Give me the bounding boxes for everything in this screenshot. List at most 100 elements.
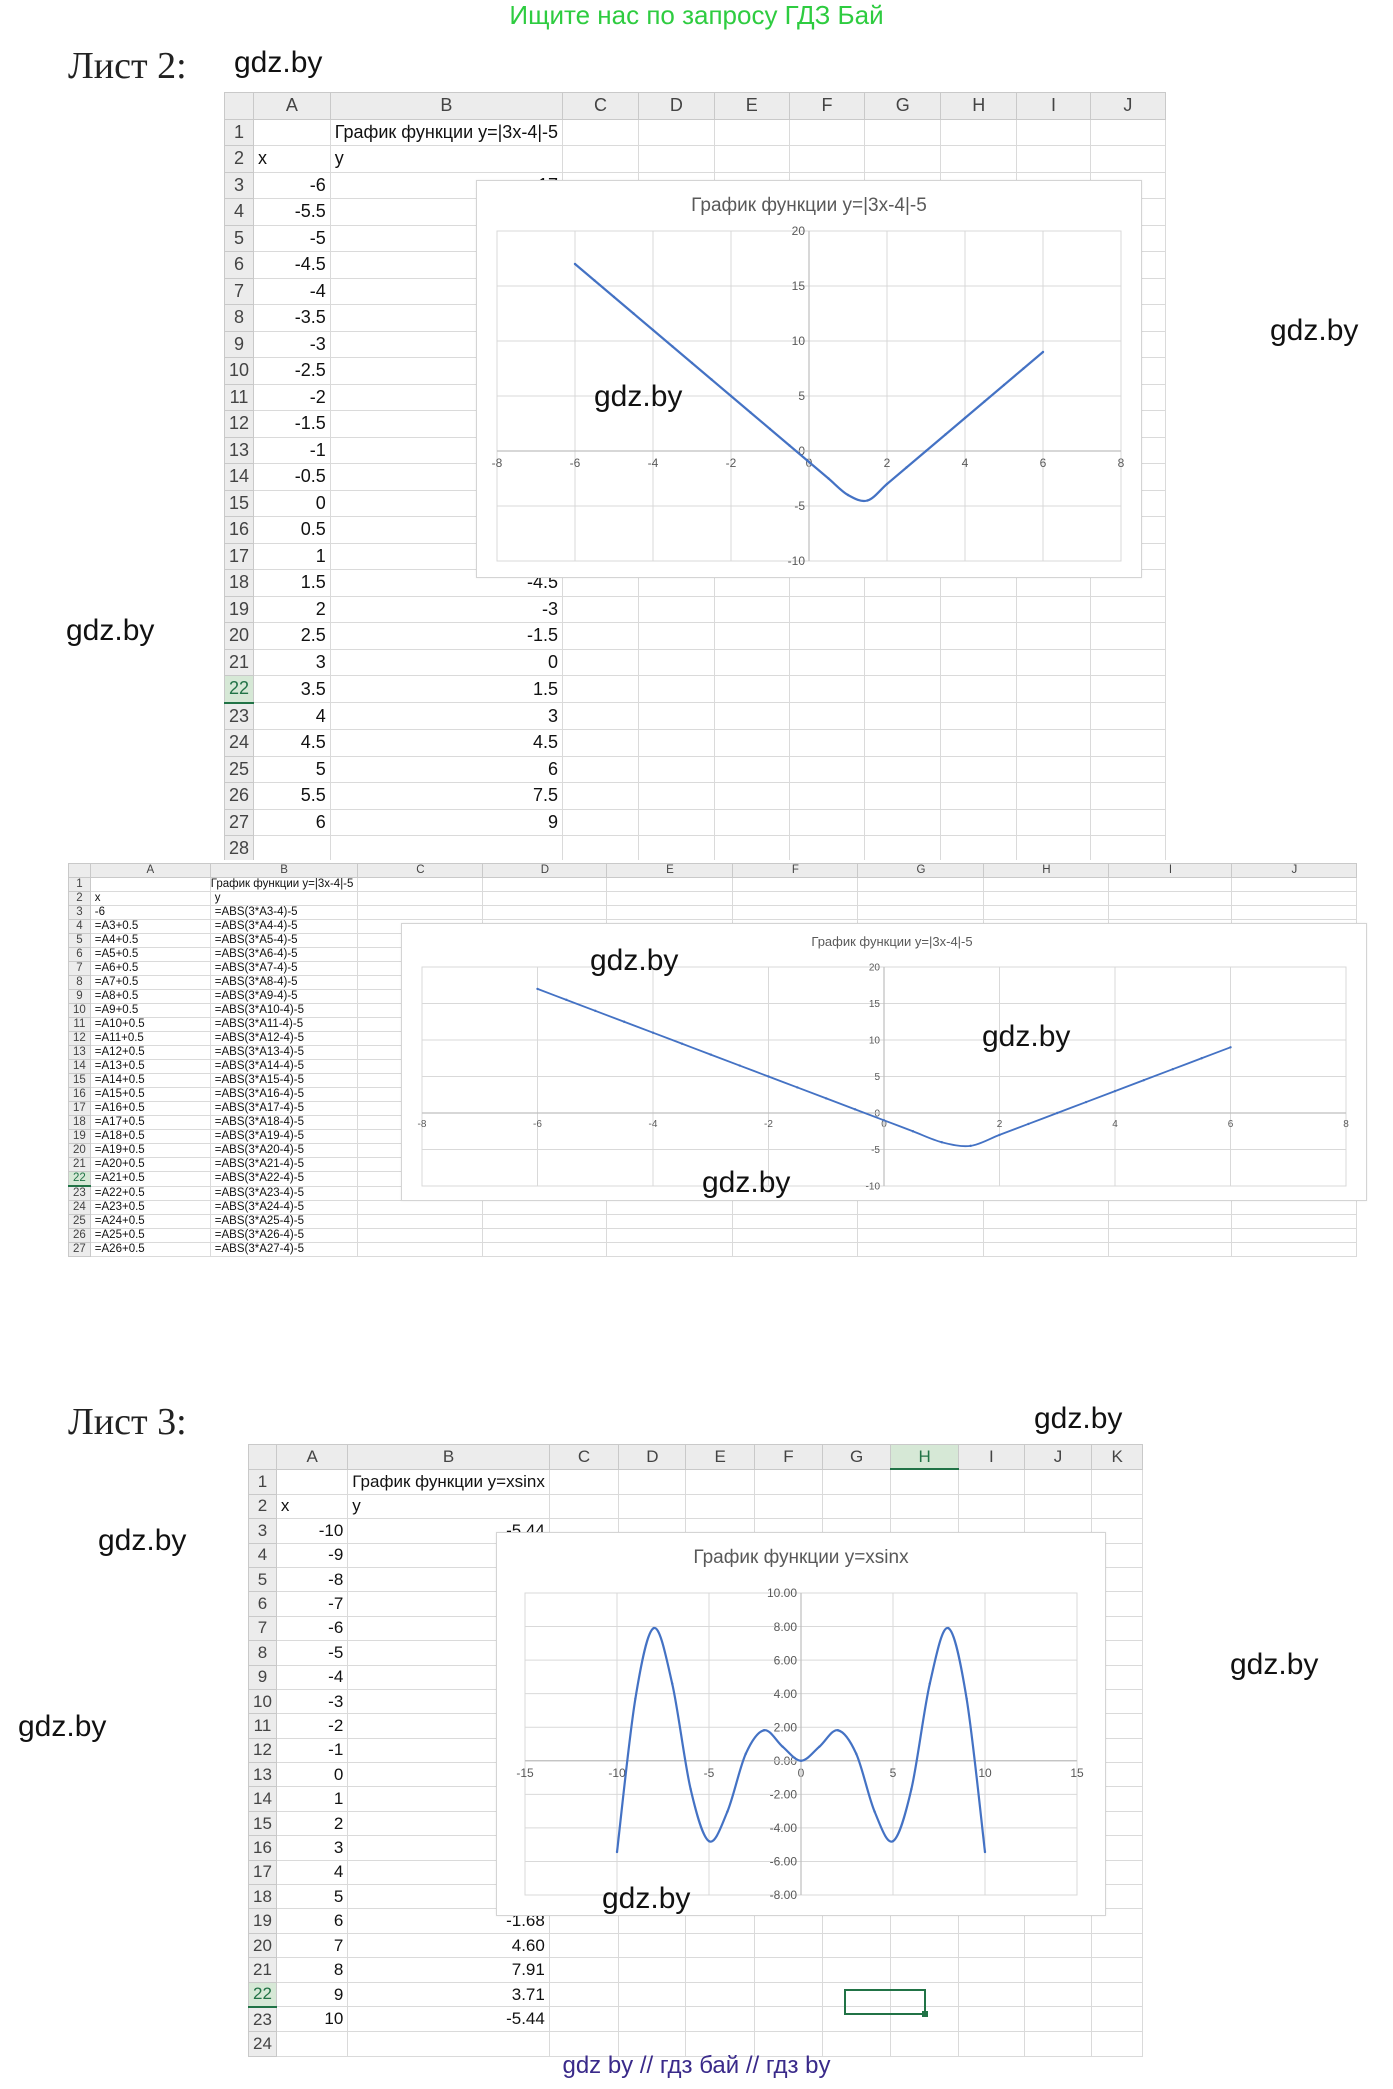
row-header[interactable]: 27	[68, 1242, 91, 1257]
row-header[interactable]: 11	[248, 1713, 277, 1739]
cell-B24[interactable]: =ABS(3*A24-4)-5	[209, 1200, 359, 1215]
select-all-corner[interactable]	[248, 1444, 277, 1470]
cell-J26[interactable]	[1089, 782, 1166, 810]
cell-C19[interactable]	[562, 595, 639, 623]
row-header[interactable]: 20	[224, 622, 255, 650]
cell-J21[interactable]	[1089, 648, 1166, 676]
cell-C1[interactable]	[357, 877, 484, 892]
cell-E2[interactable]	[606, 891, 734, 906]
cell-G19[interactable]	[864, 595, 942, 623]
cell-A9[interactable]: =A8+0.5	[89, 989, 211, 1004]
row-header[interactable]: 26	[224, 782, 255, 810]
cell-A22[interactable]: =A21+0.5	[89, 1171, 211, 1187]
cell-I25[interactable]	[1016, 755, 1091, 783]
row-header[interactable]: 17	[248, 1859, 277, 1886]
cell-F24[interactable]	[788, 729, 866, 757]
cell-D1[interactable]	[618, 1468, 687, 1495]
cell-I2[interactable]	[958, 1493, 1025, 1520]
row-header[interactable]: 23	[68, 1185, 91, 1201]
cell-G25[interactable]	[857, 1214, 985, 1229]
cell-I1[interactable]	[1108, 877, 1233, 892]
cell-E22[interactable]	[713, 675, 790, 703]
cell-J22[interactable]	[1089, 675, 1166, 703]
cell-A11[interactable]: =A10+0.5	[89, 1017, 211, 1032]
cell-B15[interactable]: =ABS(3*A15-4)-5	[209, 1073, 359, 1088]
cell-D1[interactable]	[482, 877, 608, 892]
cell-A28[interactable]	[253, 835, 331, 860]
cell-I2[interactable]	[1108, 891, 1233, 906]
cell-B2[interactable]: y	[209, 891, 359, 906]
cell-D23[interactable]	[618, 2006, 687, 2033]
cell-H25[interactable]	[983, 1214, 1110, 1229]
column-header-G[interactable]: G	[822, 1444, 892, 1470]
cell-G2[interactable]	[864, 145, 942, 173]
cell-I24[interactable]	[1108, 1200, 1233, 1215]
cell-A12[interactable]: -1	[275, 1737, 349, 1764]
cell-B22[interactable]: 1.5	[329, 675, 564, 703]
cell-I23[interactable]	[958, 2006, 1025, 2033]
row-header[interactable]: 8	[224, 304, 255, 332]
row-header[interactable]: 14	[224, 463, 255, 491]
cell-B8[interactable]: =ABS(3*A8-4)-5	[209, 975, 359, 990]
row-header[interactable]: 9	[68, 989, 91, 1004]
cell-G20[interactable]	[864, 622, 942, 650]
cell-I21[interactable]	[958, 1957, 1025, 1983]
cell-C21[interactable]	[548, 1957, 620, 1983]
cell-K2[interactable]	[1091, 1493, 1143, 1520]
cell-G24[interactable]	[822, 2031, 892, 2057]
column-header-C[interactable]: C	[562, 92, 639, 120]
row-header[interactable]: 4	[68, 919, 91, 934]
cell-A15[interactable]: 0	[253, 489, 331, 517]
row-header[interactable]: 3	[224, 171, 255, 199]
cell-A16[interactable]: =A15+0.5	[89, 1087, 211, 1102]
cell-E21[interactable]	[685, 1957, 755, 1983]
cell-A16[interactable]: 3	[275, 1835, 349, 1861]
cell-G21[interactable]	[822, 1957, 892, 1983]
row-header[interactable]: 7	[68, 961, 91, 976]
cell-D20[interactable]	[618, 1932, 687, 1959]
row-header[interactable]: 12	[68, 1031, 91, 1046]
cell-F27[interactable]	[788, 808, 866, 836]
row-header[interactable]: 20	[248, 1932, 277, 1959]
cell-C2[interactable]	[548, 1493, 620, 1520]
cell-C26[interactable]	[562, 782, 639, 810]
cell-J21[interactable]	[1023, 1957, 1093, 1983]
row-header[interactable]: 3	[248, 1518, 277, 1544]
cell-I28[interactable]	[1016, 835, 1091, 860]
cell-A6[interactable]: -4.5	[253, 251, 331, 279]
cell-A5[interactable]: -8	[275, 1566, 349, 1593]
cell-H24[interactable]	[983, 1200, 1110, 1215]
cell-B21[interactable]: 0	[329, 648, 564, 676]
cell-C27[interactable]	[562, 808, 639, 836]
cell-A12[interactable]: -1.5	[253, 410, 331, 438]
cell-E27[interactable]	[713, 808, 790, 836]
cell-C25[interactable]	[357, 1214, 484, 1229]
cell-I23[interactable]	[1016, 702, 1091, 730]
cell-C21[interactable]	[562, 648, 639, 676]
cell-H23[interactable]	[940, 702, 1018, 730]
row-header[interactable]: 19	[224, 595, 255, 623]
cell-H26[interactable]	[983, 1228, 1110, 1243]
cell-B21[interactable]: 7.91	[347, 1957, 550, 1983]
column-header-B[interactable]: B	[347, 1444, 550, 1470]
cell-D1[interactable]	[637, 118, 715, 146]
cell-D27[interactable]	[637, 808, 715, 836]
row-header[interactable]: 7	[248, 1615, 277, 1642]
cell-D2[interactable]	[637, 145, 715, 173]
column-header-G[interactable]: G	[864, 92, 942, 120]
cell-H27[interactable]	[983, 1242, 1110, 1257]
column-header-G[interactable]: G	[857, 863, 985, 878]
cell-I21[interactable]	[1016, 648, 1091, 676]
row-header[interactable]: 18	[68, 1115, 91, 1130]
cell-D19[interactable]	[637, 595, 715, 623]
column-header-F[interactable]: F	[788, 92, 866, 120]
cell-E26[interactable]	[713, 782, 790, 810]
cell-A26[interactable]: =A25+0.5	[89, 1228, 211, 1243]
cell-A8[interactable]: -3.5	[253, 304, 331, 332]
row-header[interactable]: 4	[224, 198, 255, 226]
cell-E26[interactable]	[606, 1228, 734, 1243]
column-header-A[interactable]: A	[89, 863, 211, 878]
row-header[interactable]: 25	[68, 1214, 91, 1229]
cell-E1[interactable]	[606, 877, 734, 892]
